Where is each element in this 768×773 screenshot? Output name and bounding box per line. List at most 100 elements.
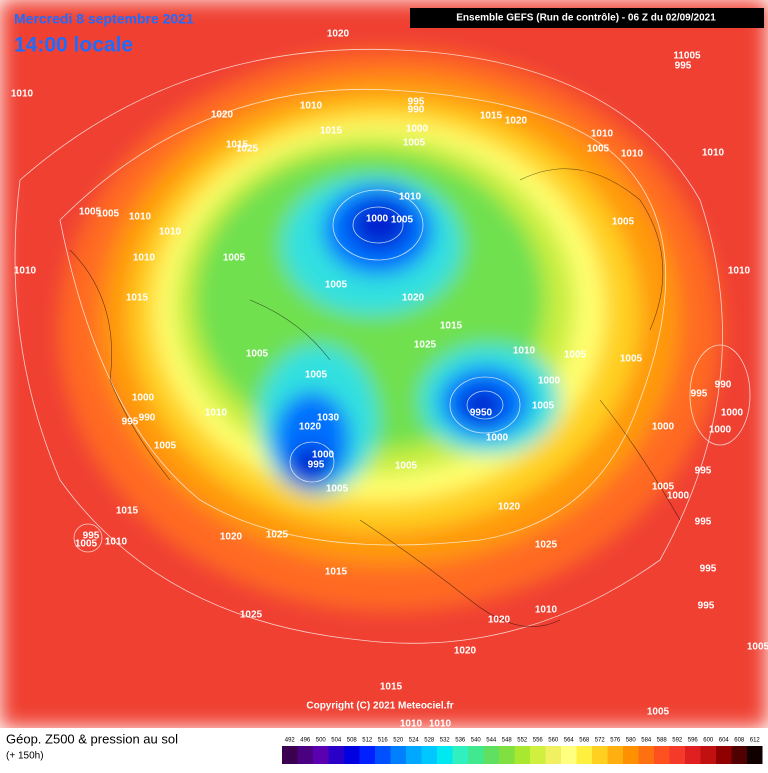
colorbar-swatch (406, 746, 422, 764)
isobar-label: 1020 (498, 502, 521, 513)
isobar-label: 1005 (325, 280, 348, 291)
isobar-label: 1010 (11, 89, 34, 100)
isobar-label: 1005 (747, 642, 768, 653)
isobar-label: 1010 (400, 719, 423, 730)
isobar-label: 1010 (429, 719, 452, 730)
model-banner (410, 8, 764, 28)
isobar-label: 1020 (402, 293, 425, 304)
isobar-label: 1010 (702, 148, 725, 159)
colorbar-label: 588 (657, 738, 668, 744)
isobar-label: 1005 (79, 207, 102, 218)
isobar-label: 1005 (305, 370, 328, 381)
colorbar-label: 492 (285, 738, 296, 744)
isobar-label: 1000 (721, 408, 744, 419)
colorbar-label: 564 (564, 738, 575, 744)
colorbar-label: 584 (641, 738, 652, 744)
isobars (14, 48, 751, 644)
colorbar-label: 568 (579, 738, 590, 744)
isobar-label: 990 (715, 380, 732, 391)
colorbar-swatch (297, 746, 313, 764)
isobar-label: 1010 (133, 253, 156, 264)
field (0, 0, 768, 728)
isobar-label: 995 (83, 531, 100, 542)
isobar-label: 1025 (266, 530, 289, 541)
isobar-label: 1015 (380, 682, 403, 693)
colorbar-swatch (530, 746, 546, 764)
colorbar-label: 548 (502, 738, 513, 744)
date: Mercredi 8 septembre 2021 (14, 11, 194, 27)
colorbar-label: 576 (610, 738, 621, 744)
colorbar-label: 560 (548, 738, 559, 744)
colorbar-swatch (483, 746, 499, 764)
colorbar-label: 544 (486, 738, 497, 744)
colorbar-swatch (576, 746, 592, 764)
isobar-label: 1015 (440, 321, 463, 332)
isobar-label: 1020 (488, 615, 511, 626)
isobar-label: 1010 (14, 266, 37, 277)
isobar-label: 11005 (673, 51, 701, 62)
isobar-label: 1020 (211, 110, 234, 121)
colorbar-swatch (499, 746, 515, 764)
isobar-label: 1000 (132, 393, 155, 404)
colorbar: 492 496 500 504 508 512 516 520 524 528 532 536 540 5… (282, 738, 763, 764)
isobar-label: 1005 (326, 484, 349, 495)
colorbar-label: 608 (734, 738, 745, 744)
colorbar-label: 496 (300, 738, 311, 744)
colorbar-swatch (328, 746, 344, 764)
colorbar-swatch (359, 746, 375, 764)
isobar-label: 1000 (406, 124, 429, 135)
colorbar-label: 540 (471, 738, 482, 744)
isobar-label: 1025 (535, 540, 558, 551)
isobar-label: 1015 (320, 126, 343, 137)
isobar-label: 1000 (486, 433, 509, 444)
isobar-label: 1015 (226, 140, 249, 151)
isobar-label: 1020 (299, 422, 322, 433)
isobar-label: 1005 (612, 217, 635, 228)
colorbar-label: 572 (595, 738, 606, 744)
isobar-label: 995 (308, 460, 325, 471)
isobar-label: 1005 (652, 482, 675, 493)
colorbar-label: 536 (455, 738, 466, 744)
colorbar-label: 520 (393, 738, 404, 744)
isobar-label: 1030 (317, 413, 340, 424)
isobar-label: 1005 (395, 461, 418, 472)
colorbar-swatch (282, 746, 298, 764)
isobar-label: 990 (139, 413, 156, 424)
isobar-label: 1000 (709, 425, 732, 436)
isobar-label: 1000 (667, 491, 690, 502)
colorbar-swatch (607, 746, 623, 764)
colorbar-label: 580 (626, 738, 637, 744)
colorbar-label: 528 (424, 738, 435, 744)
isobar-label: 1015 (116, 506, 139, 517)
colorbar-swatch (344, 746, 360, 764)
isobar-label: 1010 (728, 266, 751, 277)
colorbar-label: 532 (440, 738, 451, 744)
colorbar-label: 504 (331, 738, 342, 744)
isobar-label: 1010 (621, 149, 644, 160)
colorbar-swatch (514, 746, 530, 764)
isobar-label: 995 (408, 97, 425, 108)
isobar-label: 995 (122, 417, 139, 428)
isobar-label: 1000 (312, 450, 335, 461)
colorbar-swatch (468, 746, 484, 764)
colorbar-label: 592 (672, 738, 683, 744)
isobar-label: 1010 (159, 227, 182, 238)
isobar-label: 1000 (538, 376, 561, 387)
isobar-label: 1005 (154, 441, 177, 452)
isobar-label: 1020 (505, 116, 528, 127)
isobar-label: 990 (408, 105, 425, 116)
isobar-label: 1000 (366, 214, 389, 225)
isobar-label: 1010 (300, 101, 323, 112)
isobar-label: 1005 (246, 349, 269, 360)
isobar-label: 1010 (591, 129, 614, 140)
isobar-label: 1010 (535, 605, 558, 616)
colorbar-label: 596 (688, 738, 699, 744)
colorbar-swatch (623, 746, 639, 764)
isobar-label: 1000 (652, 422, 675, 433)
colorbar-swatch (638, 746, 654, 764)
isobar-label: 1010 (105, 537, 128, 548)
isobar-label: 1005 (391, 215, 414, 226)
